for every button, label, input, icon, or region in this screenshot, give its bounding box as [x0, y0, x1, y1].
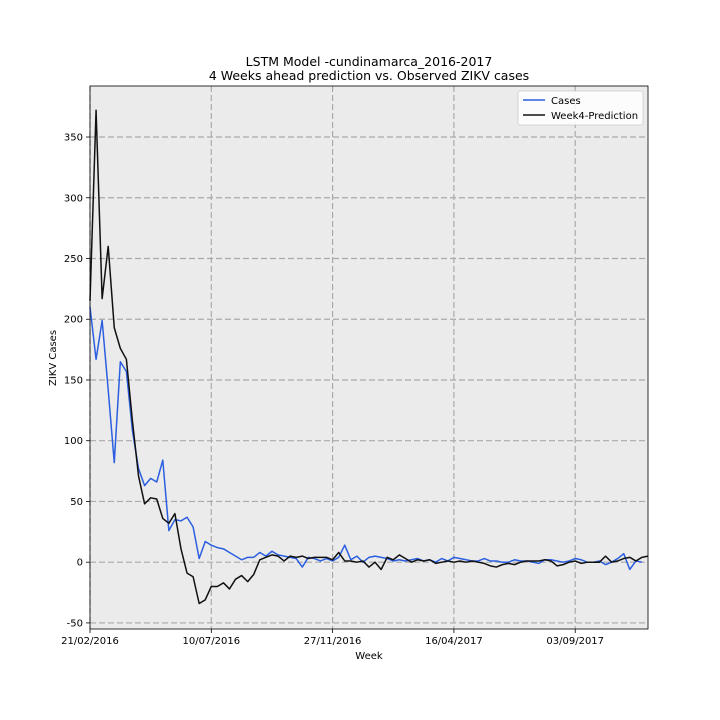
plot-area	[90, 86, 648, 629]
y-tick-label: 200	[64, 315, 83, 326]
x-axis-label: Week	[355, 651, 383, 662]
legend-label-prediction: Week4-Prediction	[551, 111, 638, 122]
series-line-prediction	[89, 109, 649, 605]
y-tick-label: 250	[64, 254, 83, 265]
series-line-cases	[89, 307, 643, 571]
y-axis: -50 0 50 100 150 200 250 300 350	[64, 133, 90, 629]
x-tick-label: 10/07/2016	[182, 636, 240, 647]
legend-box	[517, 90, 644, 126]
series-group	[89, 109, 649, 605]
legend: Cases Week4-Prediction	[517, 90, 644, 126]
y-tick-label: -50	[67, 618, 83, 629]
y-axis-label: ZIKV Cases	[48, 330, 59, 386]
x-axis: 21/02/2016 10/07/2016 27/11/2016 16/04/2017…	[61, 629, 604, 647]
y-tick-label: 150	[64, 375, 83, 386]
y-tick-label: 350	[64, 133, 83, 144]
x-tick-label: 16/04/2017	[425, 636, 483, 647]
grid-lines	[89, 86, 648, 629]
legend-label-cases: Cases	[551, 96, 581, 107]
x-tick-label: 03/09/2017	[546, 636, 604, 647]
y-tick-label: 100	[64, 436, 83, 447]
chart-title: LSTM Model -cundinamarca_2016-2017	[246, 54, 493, 69]
x-tick-label: 27/11/2016	[304, 636, 362, 647]
y-tick-label: 0	[77, 558, 83, 569]
x-tick-label: 21/02/2016	[61, 636, 119, 647]
y-tick-label: 300	[64, 193, 83, 204]
y-tick-label: 50	[70, 497, 83, 508]
chart-subtitle: 4 Weeks ahead prediction vs. Observed ZI…	[209, 68, 529, 83]
plot-frame	[89, 85, 649, 630]
